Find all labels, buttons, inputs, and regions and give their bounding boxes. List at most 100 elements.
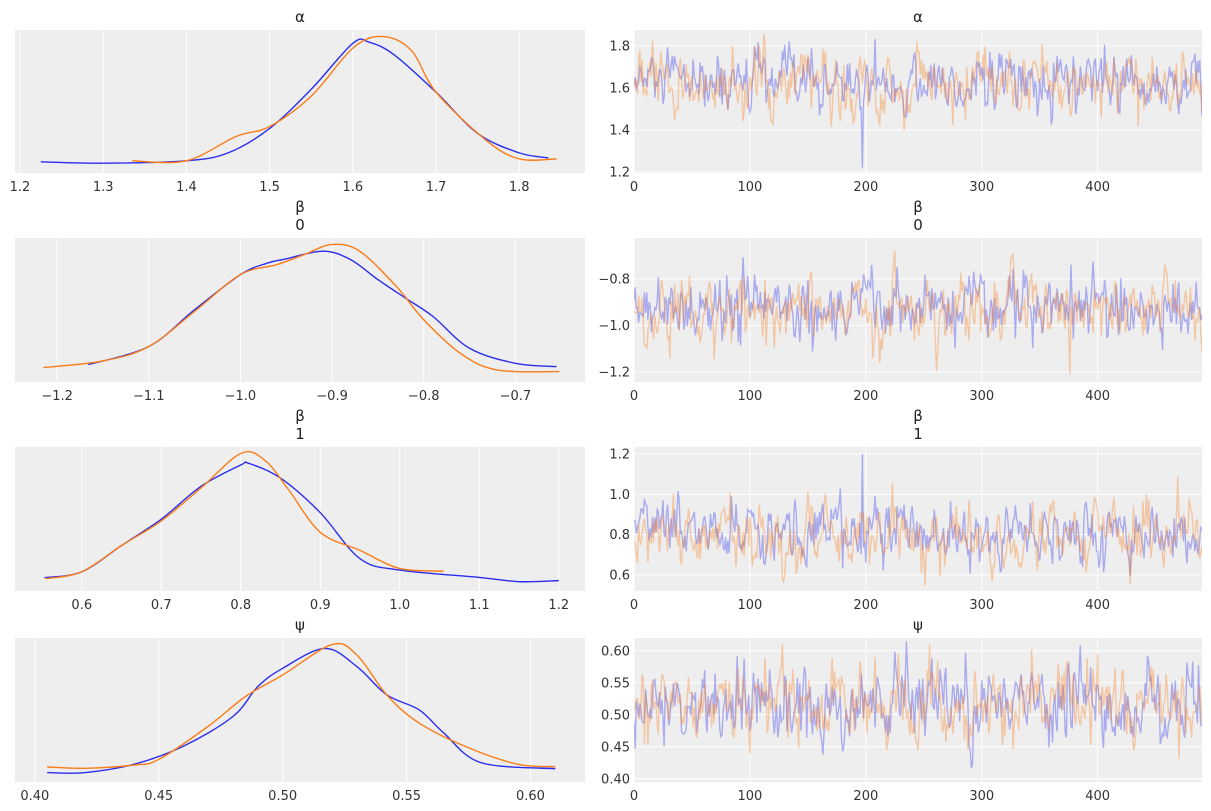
trace-plot-area (634, 30, 1202, 173)
kde-curve-chain-1 (45, 450, 444, 580)
trace-panel: 0 100 200 300 400 0.40 0.45 0.50 0.55 0.60 (601, 638, 1202, 804)
kde-x-tick-label: −0.7 (500, 389, 532, 404)
trace-plot-area (634, 638, 1202, 782)
trace-panel-title: 0 (913, 216, 923, 234)
trace-line-chain-1 (634, 250, 1202, 375)
trace-y-tick-label: 0.55 (601, 676, 630, 691)
kde-curve-chain-0 (47, 647, 556, 774)
kde-x-tick-label: 0.40 (20, 789, 49, 804)
trace-panel: 0 100 200 300 400 0.6 0.8 1.0 1.2 (609, 447, 1202, 613)
trace-panel: 0 100 200 300 400 −1.2 −1.0 −0.8 (598, 238, 1202, 404)
trace-x-tick-label: 300 (969, 789, 994, 804)
kde-x-tick-label: 1.8 (509, 180, 530, 195)
trace-x-tick-label: 100 (738, 789, 763, 804)
kde-panel-title: 0 (295, 216, 305, 234)
trace-y-tick-label: −1.0 (598, 319, 630, 334)
trace-line-chain-0 (634, 257, 1202, 352)
kde-x-tick-label: −0.9 (316, 389, 348, 404)
trace-y-tick-label: 0.40 (601, 772, 630, 787)
kde-panel: 1.2 1.3 1.4 1.5 1.6 1.7 1.8 (10, 30, 585, 195)
kde-curve-chain-1 (47, 642, 556, 770)
trace-y-tick-label: 1.4 (609, 123, 630, 138)
trace-panel-title: ψ (913, 616, 923, 634)
trace-x-tick-label: 200 (853, 389, 878, 404)
trace-line-chain-1 (634, 34, 1202, 131)
trace-line-chain-1 (634, 644, 1202, 759)
trace-x-tick-label: 100 (738, 389, 763, 404)
kde-x-tick-label: 1.2 (548, 598, 569, 613)
kde-x-tick-label: −1.0 (225, 389, 257, 404)
kde-x-tick-label: 1.2 (10, 180, 31, 195)
trace-y-tick-label: 1.2 (609, 448, 630, 463)
trace-y-tick-label: 1.2 (609, 165, 630, 180)
trace-y-tick-label: 0.60 (601, 644, 630, 659)
kde-curve-chain-1 (132, 35, 557, 164)
kde-x-tick-label: 0.6 (71, 598, 92, 613)
kde-x-tick-label: −1.1 (133, 389, 165, 404)
kde-panel-title: β (295, 407, 305, 425)
trace-panel-title: α (913, 8, 923, 26)
trace-line-chain-0 (634, 38, 1202, 168)
trace-line-chain-0 (634, 453, 1202, 576)
kde-panel: 0.6 0.7 0.8 0.9 1.0 1.1 1.2 (15, 447, 585, 613)
trace-x-tick-label: 400 (1085, 598, 1110, 613)
kde-x-tick-label: 1.4 (176, 180, 197, 195)
trace-x-tick-label: 400 (1085, 389, 1110, 404)
kde-curve-chain-1 (43, 243, 560, 373)
trace-y-tick-label: 1.0 (609, 488, 630, 503)
kde-x-tick-label: −1.2 (41, 389, 73, 404)
trace-x-tick-label: 300 (969, 598, 994, 613)
trace-y-tick-label: −1.2 (598, 365, 630, 380)
kde-panel-title: 1 (295, 425, 305, 443)
kde-x-tick-label: 1.1 (469, 598, 490, 613)
kde-panel-title: ψ (295, 616, 305, 634)
trace-x-tick-label: 100 (738, 180, 763, 195)
kde-plot-area (15, 447, 585, 591)
trace-x-tick-label: 100 (738, 598, 763, 613)
kde-x-tick-label: 0.55 (392, 789, 421, 804)
kde-x-tick-label: 0.9 (310, 598, 331, 613)
kde-x-tick-label: 0.8 (230, 598, 251, 613)
trace-y-tick-label: 0.6 (609, 568, 630, 583)
trace-y-tick-label: 0.50 (601, 708, 630, 723)
trace-x-tick-label: 0 (630, 180, 638, 195)
kde-x-tick-label: 0.50 (268, 789, 297, 804)
trace-panel-title: 1 (913, 425, 923, 443)
row-3: ψ ψ0.40 0.45 0.50 0.55 0.60 0 100 200 300 4000.400… (15, 616, 1202, 804)
trace-y-tick-label: 0.8 (609, 528, 630, 543)
kde-x-tick-label: −0.8 (408, 389, 440, 404)
trace-y-tick-label: 1.8 (609, 39, 630, 54)
trace-x-tick-label: 200 (853, 180, 878, 195)
kde-x-tick-label: 0.60 (516, 789, 545, 804)
kde-plot-area (15, 638, 585, 782)
trace-plot-area (634, 447, 1202, 591)
trace-panel: 0 100 200 300 400 1.2 1.4 1.6 1.8 (609, 30, 1202, 195)
kde-panel-title: α (295, 8, 305, 26)
kde-x-tick-label: 1.0 (389, 598, 410, 613)
kde-x-tick-label: 1.3 (93, 180, 114, 195)
kde-plot-area (15, 238, 585, 382)
row-0: α α1.2 1.3 1.4 1.5 1.6 1.7 1.8 0 100 200 300 4001.21… (10, 8, 1202, 195)
trace-x-tick-label: 0 (630, 789, 638, 804)
kde-panel: 0.40 0.45 0.50 0.55 0.60 (15, 638, 585, 804)
kde-x-tick-label: 0.45 (144, 789, 173, 804)
kde-curve-chain-0 (88, 250, 557, 368)
kde-x-tick-label: 1.5 (259, 180, 280, 195)
kde-x-tick-label: 1.6 (342, 180, 363, 195)
kde-panel: −1.2 −1.1 −1.0 −0.9 −0.8 −0.7 (15, 238, 585, 404)
trace-y-tick-label: 1.6 (609, 81, 630, 96)
trace-x-tick-label: 300 (969, 180, 994, 195)
trace-y-tick-label: 0.45 (601, 740, 630, 755)
trace-line-chain-1 (634, 476, 1202, 586)
trace-panel-title: β (913, 198, 923, 216)
trace-x-tick-label: 400 (1085, 180, 1110, 195)
trace-panel-title: β (913, 407, 923, 425)
trace-x-tick-label: 400 (1085, 789, 1110, 804)
trace-x-tick-label: 0 (630, 389, 638, 404)
trace-x-tick-label: 300 (969, 389, 994, 404)
trace-y-tick-label: −0.8 (598, 272, 630, 287)
trace-x-tick-label: 200 (853, 598, 878, 613)
